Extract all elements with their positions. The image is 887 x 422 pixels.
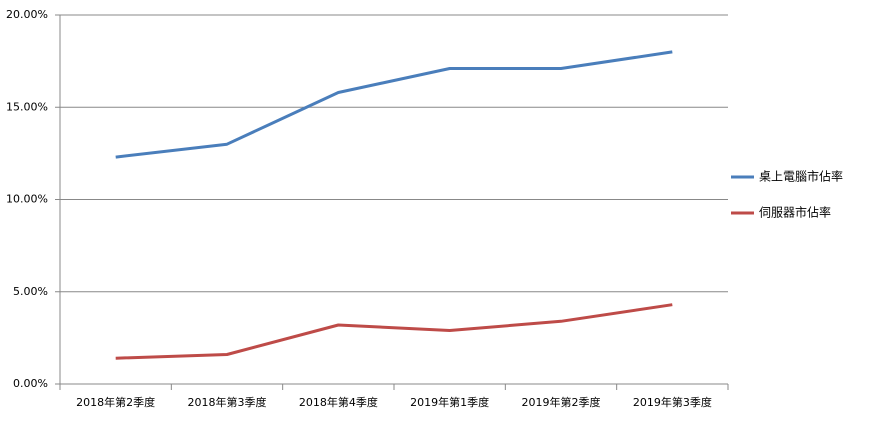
legend-text: 伺服器市佔率 xyxy=(759,205,831,220)
series-line xyxy=(115,50,673,159)
y-tick-label: 15.00% xyxy=(6,100,48,113)
x-tick-label: 2019年第3季度 xyxy=(633,395,712,409)
x-tick-label: 2019年第2季度 xyxy=(522,395,601,409)
y-tick-label: 10.00% xyxy=(6,193,48,206)
x-tick-label: 2018年第4季度 xyxy=(299,395,378,409)
x-tick-label: 2019年第1季度 xyxy=(410,395,489,409)
y-tick-label: 0.00% xyxy=(13,377,48,390)
x-tick-label: 2018年第2季度 xyxy=(76,395,155,409)
legend-text: 桌上電腦市佔率 xyxy=(759,169,843,184)
x-tick-label: 2018年第3季度 xyxy=(188,395,267,409)
series-line xyxy=(115,303,673,360)
y-tick-label: 5.00% xyxy=(13,285,48,298)
y-tick-label: 20.00% xyxy=(6,8,48,21)
